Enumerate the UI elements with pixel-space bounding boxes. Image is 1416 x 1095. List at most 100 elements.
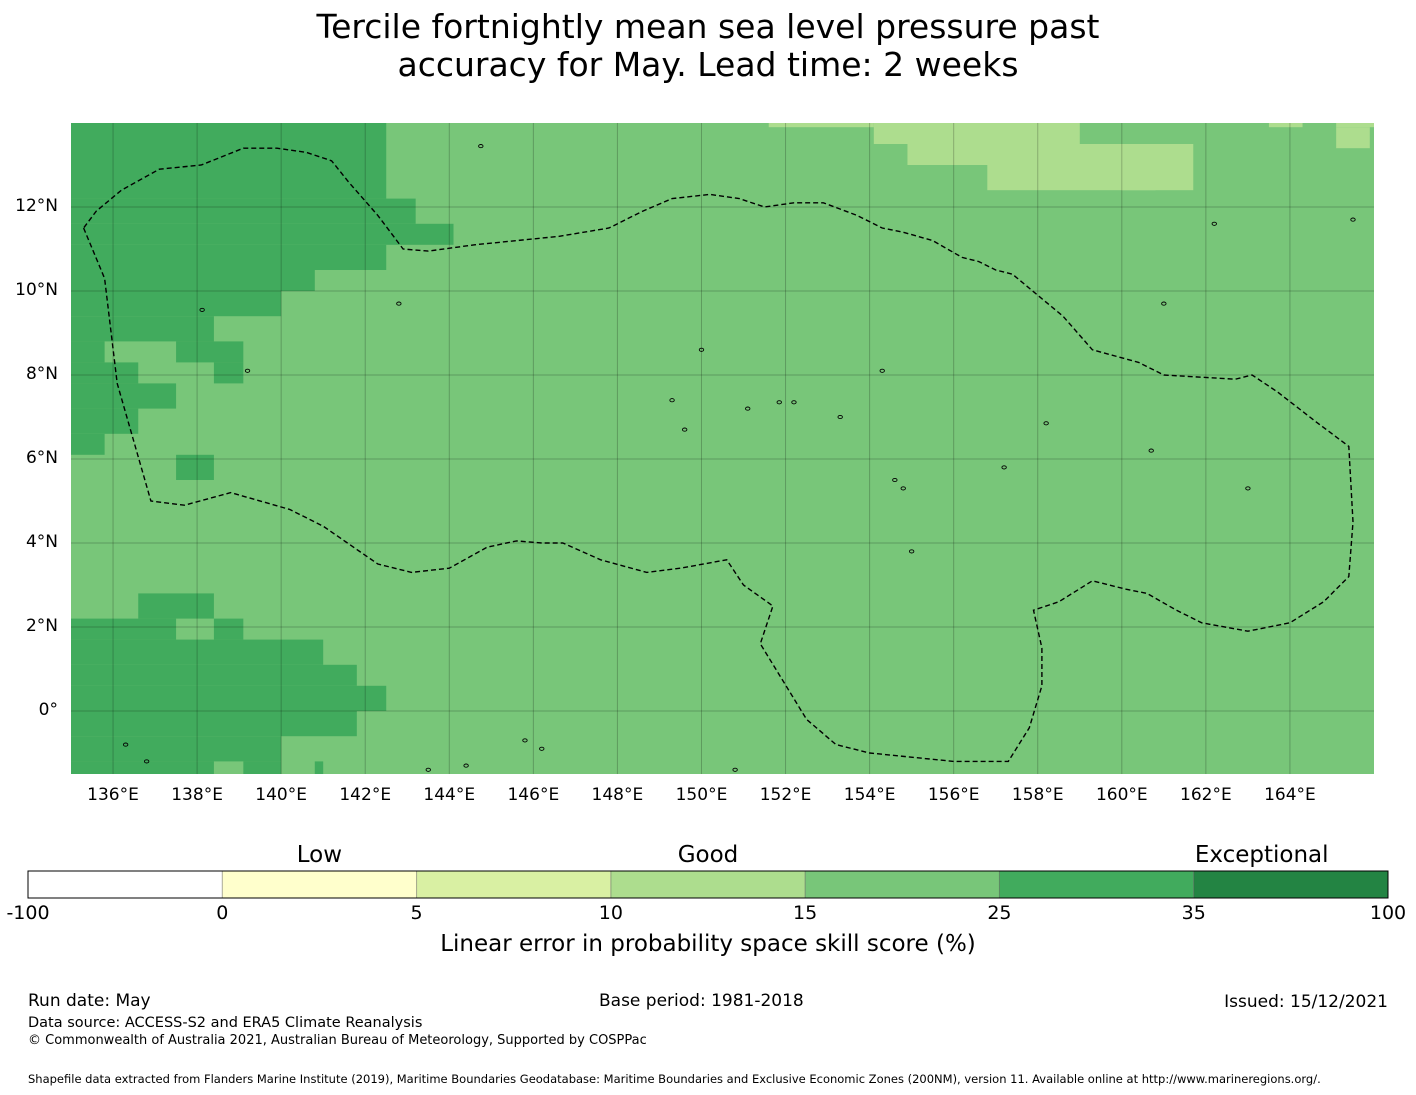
skill-cell-24 — [71, 736, 282, 762]
colorbar-tick-label: 0 — [216, 902, 229, 924]
data-source: Data source: ACCESS-S2 and ERA5 Climate … — [28, 1015, 423, 1031]
lon-tick-label: 140°E — [255, 785, 308, 805]
skill-cell-33 — [1121, 144, 1194, 191]
lon-tick-label: 154°E — [843, 785, 896, 805]
colorbar-category-label: Low — [296, 842, 343, 868]
lat-tick-label: 8°N — [25, 364, 58, 384]
skill-cell-16 — [176, 454, 214, 480]
skill-cell-22 — [71, 685, 387, 711]
lon-tick-label: 150°E — [675, 785, 728, 805]
skill-cell-36 — [1336, 127, 1370, 149]
lon-tick-label: 162°E — [1180, 785, 1232, 805]
skill-cell-26 — [243, 761, 282, 774]
island-outline-16 — [908, 549, 915, 554]
island-outline-3 — [396, 301, 402, 306]
lon-tick-label: 138°E — [171, 785, 223, 805]
colorbar-tick-label: 100 — [1369, 902, 1407, 924]
island-outline-20 — [1350, 217, 1356, 222]
island-outline-19 — [1211, 221, 1217, 226]
colorbar-tick-label: 25 — [987, 902, 1012, 924]
lon-tick-label: 146°E — [507, 785, 560, 805]
skill-cell-5 — [71, 244, 387, 270]
colorbar-tick-label: 15 — [793, 902, 818, 924]
colorbar-segment-2 — [416, 871, 611, 898]
skill-cell-10 — [176, 341, 244, 363]
lon-tick-label: 152°E — [759, 785, 812, 805]
skill-cell-4 — [71, 223, 454, 245]
skill-cell-27 — [314, 761, 324, 774]
lat-tick-label: 12°N — [15, 196, 58, 216]
colorbar-segment-4 — [805, 871, 1000, 898]
skill-cell-13 — [71, 383, 177, 409]
skill-cell-23 — [71, 711, 357, 737]
skill-cell-14 — [71, 408, 139, 434]
lon-tick-label: 148°E — [591, 785, 644, 805]
lat-tick-label: 4°N — [25, 532, 58, 552]
skill-cell-35 — [1336, 123, 1374, 128]
colorbar-segment-0 — [28, 871, 223, 898]
skill-cell-15 — [71, 433, 105, 455]
island-outline-6 — [776, 400, 782, 405]
lat-tick-label: 6°N — [25, 448, 58, 468]
skill-cell-34 — [1268, 123, 1303, 128]
colorbar-tick-label: 5 — [410, 902, 423, 924]
skill-cell-28 — [768, 123, 874, 128]
skill-cell-0 — [71, 123, 387, 165]
lon-tick-label: 158°E — [1011, 785, 1064, 805]
island-outline-11 — [892, 477, 898, 483]
skill-cell-1 — [71, 165, 387, 199]
map-title-line-2: accuracy for May. Lead time: 2 weeks — [397, 45, 1019, 84]
lat-tick-label: 10°N — [15, 280, 58, 300]
skill-cell-18 — [71, 618, 177, 640]
island-outline-26 — [122, 742, 129, 747]
lon-tick-label: 142°E — [339, 785, 392, 805]
skill-cell-17 — [138, 593, 214, 619]
colorbar-category-label: Good — [677, 842, 739, 868]
colorbar-tick-label: -100 — [6, 902, 50, 924]
skill-cell-25 — [71, 761, 214, 774]
colorbar-tick-label: 35 — [1181, 902, 1206, 924]
skill-cell-8 — [71, 316, 214, 342]
skill-cell-2 — [71, 198, 416, 224]
lon-tick-label: 164°E — [1264, 785, 1316, 805]
island-outline-18 — [1161, 301, 1167, 306]
island-outline-14 — [1148, 448, 1154, 453]
colorbar-tick-label: 10 — [598, 902, 623, 924]
island-outline-28 — [698, 347, 705, 352]
copyright-notice: © Commonwealth of Australia 2021, Austra… — [28, 1033, 647, 1048]
island-outline-24 — [539, 746, 545, 751]
shapefile-credit: Shapefile data extracted from Flanders M… — [28, 1072, 1321, 1086]
island-outline-25 — [522, 738, 528, 743]
colorbar-category-label: Exceptional — [1194, 842, 1329, 868]
run-date: Run date: May — [28, 991, 151, 1011]
island-outline-2 — [244, 368, 251, 373]
skill-cell-20 — [71, 639, 324, 665]
colorbar-segment-1 — [222, 871, 417, 898]
skill-cell-6 — [71, 270, 315, 291]
skill-cell-9 — [71, 341, 105, 363]
colorbar-segment-3 — [610, 871, 806, 898]
skill-cell-11 — [213, 362, 244, 384]
island-outline-5 — [682, 427, 688, 432]
lon-tick-label: 136°E — [87, 785, 139, 805]
colorbar-segment-5 — [999, 871, 1194, 898]
map-title-line-1: Tercile fortnightly mean sea level press… — [316, 7, 1100, 46]
lat-tick-label: 0° — [38, 700, 58, 720]
issued-date: Issued: 15/12/2021 — [1224, 992, 1388, 1012]
island-outline-9 — [745, 406, 751, 411]
colorbar-outline — [27, 870, 1389, 899]
skill-cell-12 — [71, 362, 139, 384]
island-outline-21 — [732, 767, 738, 772]
island-outline-1 — [199, 307, 205, 312]
skill-cell-21 — [71, 664, 357, 686]
lon-tick-label: 156°E — [927, 785, 980, 805]
island-outline-0 — [478, 144, 484, 149]
skill-cell-19 — [213, 618, 244, 640]
island-outline-22 — [463, 763, 469, 768]
island-outline-15 — [1245, 486, 1251, 491]
lon-tick-label: 144°E — [423, 785, 476, 805]
colorbar-label: Linear error in probability space skill … — [440, 931, 976, 957]
colorbar-segment-6 — [1193, 871, 1388, 898]
island-outline-13 — [1001, 465, 1007, 470]
